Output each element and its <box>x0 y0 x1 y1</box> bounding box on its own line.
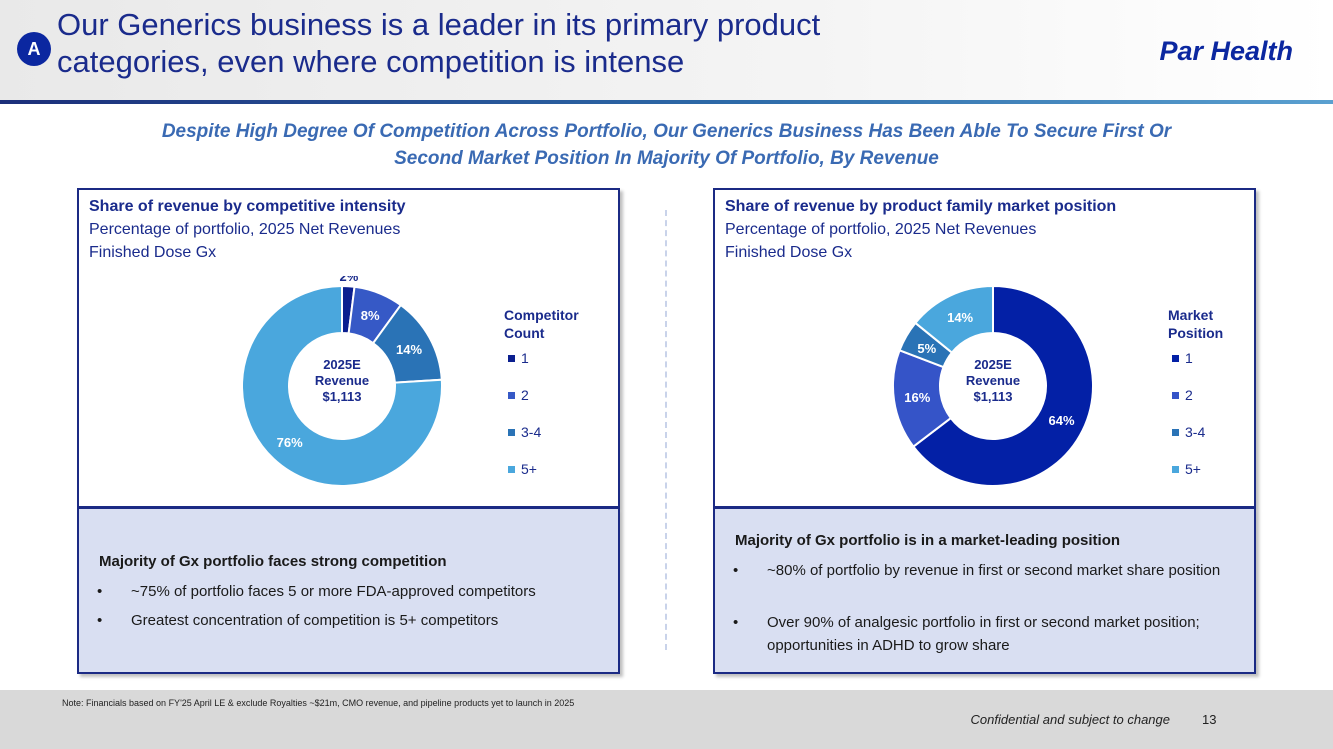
bullet-dot: • <box>97 612 103 629</box>
slide-title: Our Generics business is a leader in its… <box>57 6 957 80</box>
data-label-5+: 76% <box>277 435 303 450</box>
legend-swatch <box>508 428 515 436</box>
legend-title-line2: Count <box>504 325 545 341</box>
donut-center-line1: 2025E <box>974 357 1012 372</box>
data-label-5+: 14% <box>947 310 973 325</box>
competitive-intensity-donut-chart: 2% 8% 14% 76% 2025E Revenue $1,113 <box>241 276 443 487</box>
section-badge: A <box>17 32 51 66</box>
donut-center-line3: $1,113 <box>322 389 361 404</box>
panel-subtitle-2: Finished Dose Gx <box>725 244 853 261</box>
legend-swatch <box>508 354 515 362</box>
callout-heading: Majority of Gx portfolio is in a market-… <box>735 532 1121 549</box>
legend-title-line2: Position <box>1168 325 1224 341</box>
callout-heading: Majority of Gx portfolio faces strong co… <box>99 553 447 570</box>
legend-item-5+: 5+ <box>1172 461 1201 477</box>
slide-footer: Note: Financials based on FY'25 April LE… <box>0 690 1333 749</box>
page-number: 13 <box>1202 712 1217 727</box>
callout-bullet: • ~75% of portfolio faces 5 or more FDA-… <box>97 580 597 603</box>
callout-bullet: • ~80% of portfolio by revenue in first … <box>733 559 1223 582</box>
legend-swatch <box>1172 465 1179 473</box>
legend-label: 5+ <box>521 461 537 477</box>
legend-item-3-4: 3-4 <box>1172 424 1205 440</box>
panel-subtitle-2: Finished Dose Gx <box>89 244 217 261</box>
bullet-text: ~80% of portfolio by revenue in first or… <box>767 562 1221 579</box>
legend-title: Competitor Count <box>504 306 579 342</box>
donut-center-line2: Revenue <box>315 373 369 388</box>
legend-item-1: 1 <box>1172 350 1193 366</box>
data-label-1: 64% <box>1049 413 1075 428</box>
slide-subtitle-line1: Despite High Degree Of Competition Acros… <box>161 121 1172 142</box>
donut-slice-5+ <box>241 284 443 487</box>
legend-label: 1 <box>1185 350 1193 366</box>
footnote: Note: Financials based on FY'25 April LE… <box>62 698 575 708</box>
legend-item-5+: 5+ <box>508 461 537 477</box>
data-label-2: 16% <box>904 390 930 405</box>
bullet-dot: • <box>733 614 739 631</box>
panel-subtitle: Percentage of portfolio, 2025 Net Revenu… <box>725 221 1037 238</box>
legend-label: 1 <box>521 350 529 366</box>
donut-slice-1 <box>912 284 1094 487</box>
legend-label: 3-4 <box>1185 424 1206 440</box>
legend-item-2: 2 <box>1172 387 1193 403</box>
callout-bullet: • Over 90% of analgesic portfolio in fir… <box>733 611 1223 657</box>
legend-swatch <box>1172 391 1179 399</box>
legend-title-line1: Market <box>1168 307 1214 323</box>
legend-swatch <box>508 391 515 399</box>
donut-center-line1: 2025E <box>323 357 361 372</box>
data-label-2: 8% <box>361 308 380 323</box>
slide-subtitle-line2: Second Market Position In Majority Of Po… <box>394 148 939 169</box>
legend-title: Market Position <box>1168 306 1223 342</box>
brand-logo-text: Par Health <box>1159 36 1293 66</box>
legend-swatch <box>1172 428 1179 436</box>
bullet-dot: • <box>733 562 739 579</box>
bullet-text: Greatest concentration of competition is… <box>131 612 499 629</box>
legend-label: 2 <box>1185 387 1193 403</box>
slide-subtitle: Despite High Degree Of Competition Acros… <box>60 118 1273 172</box>
bullet-text: Over 90% of analgesic portfolio in first… <box>767 614 1200 654</box>
legend-item-3-4: 3-4 <box>508 424 541 440</box>
legend-swatch <box>508 465 515 473</box>
panel-subtitle: Percentage of portfolio, 2025 Net Revenu… <box>89 221 401 238</box>
slide-title-line1: Our Generics business is a leader in its… <box>57 7 821 42</box>
data-label-3-4: 5% <box>917 341 936 356</box>
bullet-text: ~75% of portfolio faces 5 or more FDA-ap… <box>131 583 536 600</box>
panel-title: Share of revenue by competitive intensit… <box>89 198 406 215</box>
legend-item-2: 2 <box>508 387 529 403</box>
legend-title-line1: Competitor <box>504 307 579 323</box>
slide-title-line2: categories, even where competition is in… <box>57 44 685 79</box>
slide-header <box>0 0 1333 100</box>
competition-callout: Majority of Gx portfolio faces strong co… <box>77 508 620 674</box>
legend-label: 3-4 <box>521 424 542 440</box>
header-rule <box>0 100 1333 104</box>
donut-slice-5+ <box>913 284 994 354</box>
market-position-callout: Majority of Gx portfolio is in a market-… <box>713 508 1256 674</box>
market-position-panel: Share of revenue by product family marke… <box>713 188 1256 508</box>
legend-label: 2 <box>521 387 529 403</box>
legend-item-1: 1 <box>508 350 529 366</box>
data-label-1: 2% <box>340 276 359 284</box>
panel-title: Share of revenue by product family marke… <box>725 198 1117 215</box>
legend-label: 5+ <box>1185 461 1201 477</box>
competitive-intensity-panel: Share of revenue by competitive intensit… <box>77 188 620 508</box>
confidential-notice: Confidential and subject to change <box>970 712 1170 727</box>
legend-swatch <box>1172 354 1179 362</box>
bullet-dot: • <box>97 583 103 600</box>
donut-center-line2: Revenue <box>966 373 1020 388</box>
market-position-donut-chart: 64% 16% 5% 14% 2025E Revenue $1,113 <box>892 284 1094 487</box>
data-label-3-4: 14% <box>396 342 422 357</box>
callout-bullet: • Greatest concentration of competition … <box>97 609 597 632</box>
panel-divider <box>665 210 667 650</box>
donut-center-line3: $1,113 <box>973 389 1012 404</box>
